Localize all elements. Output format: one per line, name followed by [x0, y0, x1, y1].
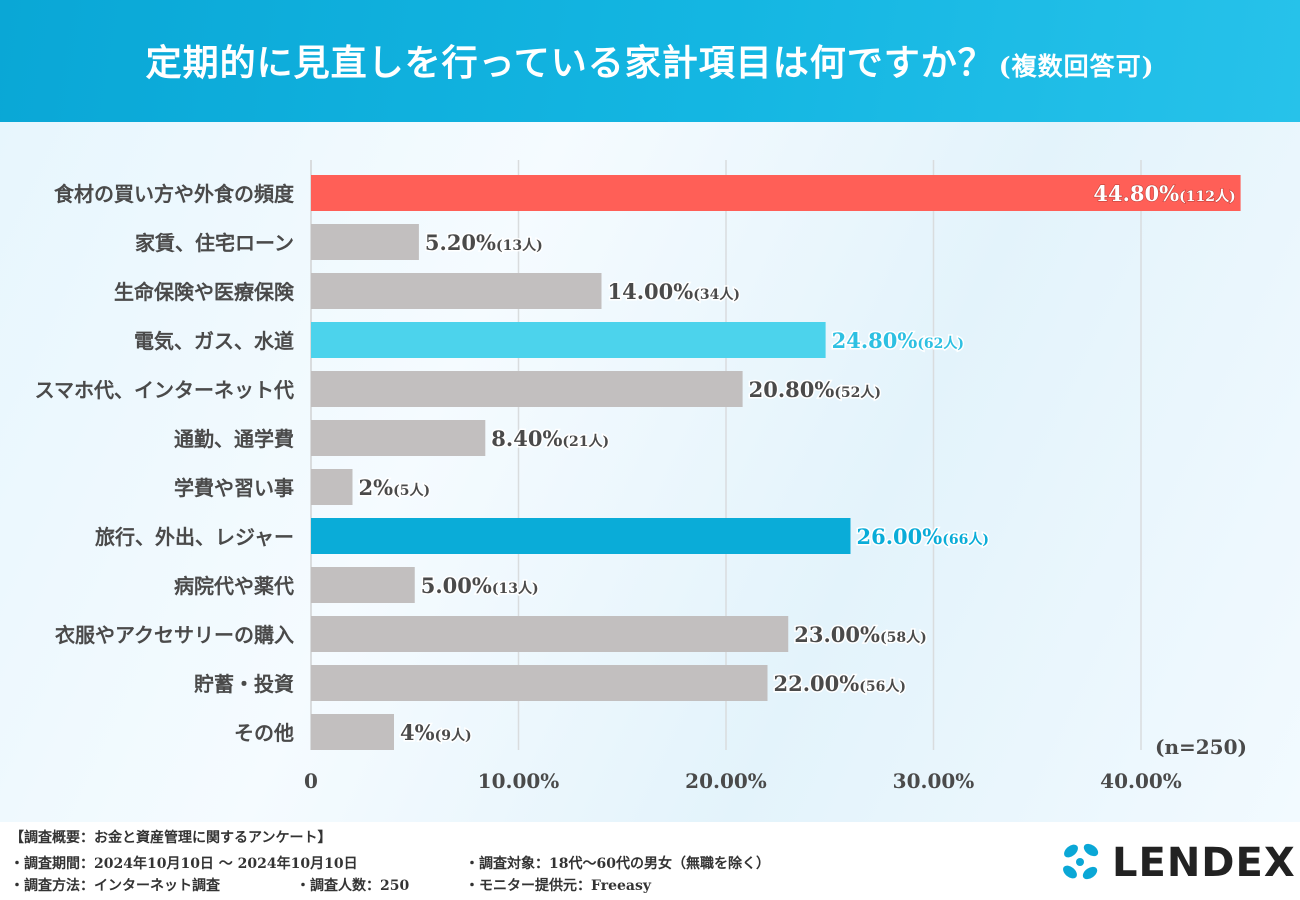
value-count: (58人)	[880, 629, 927, 646]
category-label: その他	[234, 721, 294, 745]
value-label: 24.80%(62人)	[832, 328, 964, 353]
value-percent: 5.20%	[425, 230, 496, 255]
value-count: (13人)	[492, 580, 539, 597]
category-label: 病院代や薬代	[174, 574, 294, 598]
value-percent: 20.80%	[749, 377, 835, 402]
bar	[311, 420, 486, 456]
value-count: (66人)	[942, 531, 989, 548]
value-percent: 23.00%	[794, 622, 880, 647]
value-count: (9人)	[435, 727, 472, 744]
value-count: (34人)	[693, 286, 740, 303]
category-label: 衣服やアクセサリーの購入	[55, 623, 294, 647]
value-count: (21人)	[562, 433, 609, 450]
sample-size-note: (n=250)	[1155, 735, 1247, 759]
header-banner	[0, 0, 1300, 122]
survey-period: ・調査期間：2024年10月10日 ～ 2024年10月10日	[10, 856, 358, 872]
value-label: 20.80%(52人)	[749, 377, 881, 402]
category-label: 旅行、外出、レジャー	[95, 525, 294, 549]
value-label: 23.00%(58人)	[794, 622, 926, 647]
survey-provider: ・モニター提供元：Freeasy	[465, 878, 651, 894]
chart-title: 定期的に見直しを行っている家計項目は何ですか？ (複数回答可)	[0, 34, 1300, 86]
category-label: 食材の買い方や外食の頻度	[54, 182, 295, 206]
value-label: 22.00%(56人)	[774, 671, 906, 696]
chart-title-sub: (複数回答可)	[998, 52, 1155, 81]
bar	[311, 175, 1241, 211]
value-count: (13人)	[496, 237, 543, 254]
value-percent: 8.40%	[491, 426, 562, 451]
x-tick-label: 10.00%	[478, 769, 560, 793]
category-label: 家賃、住宅ローン	[135, 231, 294, 255]
value-count: (5人)	[393, 482, 430, 499]
value-count: (52人)	[834, 384, 881, 401]
survey-target: ・調査対象：18代～60代の男女（無職を除く）	[465, 856, 770, 872]
survey-heading: 【調査概要：お金と資産管理に関するアンケート】	[10, 830, 332, 846]
survey-method: ・調査方法：インターネット調査	[10, 878, 220, 894]
value-label: 8.40%(21人)	[491, 426, 609, 451]
category-label: スマホ代、インターネット代	[35, 378, 294, 402]
bar	[311, 224, 419, 260]
x-tick-label: 40.00%	[1100, 769, 1182, 793]
x-tick-label: 20.00%	[685, 769, 767, 793]
value-percent: 14.00%	[608, 279, 694, 304]
category-label: 通勤、通学費	[174, 427, 294, 451]
category-label: 電気、ガス、水道	[134, 329, 294, 353]
survey-respondents: ・調査人数：250	[296, 878, 410, 894]
bar	[311, 469, 353, 505]
value-percent: 22.00%	[774, 671, 860, 696]
value-label: 4%(9人)	[400, 720, 472, 745]
value-label: 14.00%(34人)	[608, 279, 740, 304]
value-label: 2%(5人)	[359, 475, 431, 500]
value-count: (112人)	[1179, 188, 1235, 205]
bar-chart: 食材の買い方や外食の頻度 44.80%(112人)家賃、住宅ローン 5.20%(13…	[35, 160, 1241, 793]
lendex-logo-icon	[1063, 843, 1099, 880]
bar	[311, 567, 415, 603]
bar	[311, 273, 602, 309]
bar	[311, 616, 789, 652]
value-percent: 5.00%	[421, 573, 492, 598]
logo-text: LENDEX	[1112, 840, 1296, 886]
value-count: (62人)	[917, 335, 964, 352]
bar	[311, 714, 394, 750]
value-percent: 24.80%	[832, 328, 918, 353]
x-tick-label: 30.00%	[893, 769, 975, 793]
value-percent: 4%	[400, 720, 435, 745]
chart-title-main: 定期的に見直しを行っている家計項目は何ですか？	[145, 42, 995, 84]
x-tick-label: 0	[304, 769, 318, 793]
bar	[311, 665, 768, 701]
category-label: 学費や習い事	[174, 476, 294, 500]
category-label: 生命保険や医療保険	[114, 280, 295, 304]
value-label: 5.00%(13人)	[421, 573, 539, 598]
value-label: 44.80%(112人)	[1093, 181, 1235, 206]
value-label: 5.20%(13人)	[425, 230, 543, 255]
bar	[311, 322, 826, 358]
plot-background	[0, 122, 1300, 822]
value-percent: 44.80%	[1093, 181, 1179, 206]
value-label: 26.00%(66人)	[857, 524, 989, 549]
category-label: 貯蓄・投資	[194, 672, 294, 696]
bar	[311, 371, 743, 407]
value-percent: 2%	[359, 475, 394, 500]
value-count: (56人)	[859, 678, 906, 695]
bar	[311, 518, 851, 554]
value-percent: 26.00%	[857, 524, 943, 549]
